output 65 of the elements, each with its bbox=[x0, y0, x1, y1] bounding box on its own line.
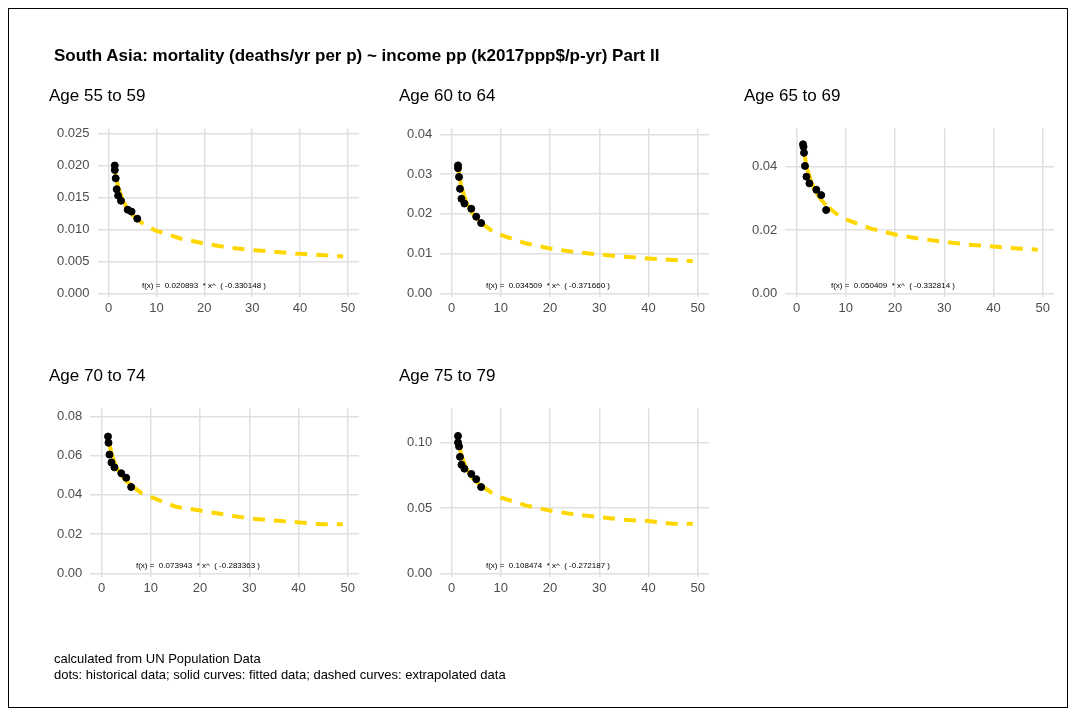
y-tick-label: 0.02 bbox=[56, 525, 83, 541]
x-tick-label: 50 bbox=[1035, 299, 1050, 315]
x-tick-label: 30 bbox=[244, 299, 260, 315]
chart-title: Age 70 to 74 bbox=[49, 365, 146, 385]
y-tick-label: 0.03 bbox=[406, 165, 433, 181]
annotation: f(x) = 0.020893 * x^ ( -0.330148 ) bbox=[141, 280, 267, 290]
text: calculated from UN Population Data bbox=[54, 651, 262, 667]
y-tick-label: 0.05 bbox=[406, 499, 433, 515]
annotation: f(x) = 0.073943 * x^ ( -0.283363 ) bbox=[135, 560, 261, 570]
y-tick-label: 0.00 bbox=[406, 565, 433, 581]
y-tick-label: 0.010 bbox=[56, 221, 90, 237]
text: dots: historical data; solid curves: fitted data; dashed curves: extrapolated data bbox=[54, 667, 506, 683]
annotation: f(x) = 0.050409 * x^ ( -0.332814 ) bbox=[830, 280, 956, 290]
x-tick-label: 30 bbox=[592, 579, 607, 595]
y-tick-label: 0.015 bbox=[56, 189, 90, 205]
y-tick-label: 0.04 bbox=[56, 486, 83, 502]
x-tick-label: 50 bbox=[340, 579, 355, 595]
chart-title: Age 75 to 79 bbox=[399, 365, 496, 385]
x-tick-label: 20 bbox=[542, 299, 558, 315]
y-tick-label: 0.00 bbox=[751, 285, 778, 301]
x-tick-label: 40 bbox=[641, 299, 656, 315]
x-tick-label: 20 bbox=[192, 579, 208, 595]
y-tick-label: 0.00 bbox=[406, 285, 433, 300]
x-tick-label: 10 bbox=[493, 299, 509, 315]
y-tick-label: 0.02 bbox=[406, 205, 433, 221]
chart-title: Age 55 to 59 bbox=[49, 85, 146, 105]
x-tick-label: 20 bbox=[887, 299, 903, 315]
x-tick-label: 10 bbox=[838, 299, 854, 315]
y-tick-label: 0.02 bbox=[751, 221, 778, 237]
x-tick-label: 40 bbox=[292, 299, 308, 315]
x-tick-label: 0 bbox=[98, 579, 106, 595]
y-tick-label: 0.06 bbox=[56, 447, 83, 463]
y-tick-label: 0.020 bbox=[56, 157, 90, 173]
annotation: f(x) = 0.108474 * x^ ( -0.272187 ) bbox=[485, 560, 611, 570]
x-tick-label: 50 bbox=[690, 299, 705, 315]
y-tick-label: 0.08 bbox=[56, 407, 83, 423]
x-tick-label: 0 bbox=[448, 299, 456, 315]
chart-title: Age 65 to 69 bbox=[744, 85, 841, 105]
x-tick-label: 40 bbox=[641, 579, 656, 595]
y-tick-label: 0.01 bbox=[406, 245, 433, 261]
y-tick-label: 0.005 bbox=[56, 253, 90, 269]
x-tick-label: 10 bbox=[143, 579, 159, 595]
x-tick-label: 0 bbox=[104, 299, 113, 315]
x-tick-label: 20 bbox=[197, 299, 212, 315]
text: South Asia: mortality (deaths/yr per p) ~ income pp (k2017ppp$/p-yr) Part II bbox=[54, 46, 660, 66]
x-tick-label: 10 bbox=[149, 299, 164, 315]
x-tick-label: 30 bbox=[937, 299, 952, 315]
annotation: f(x) = 0.034509 * x^ ( -0.371660 ) bbox=[485, 280, 611, 290]
x-tick-label: 0 bbox=[793, 299, 801, 315]
x-tick-label: 40 bbox=[986, 299, 1001, 315]
x-tick-label: 20 bbox=[542, 579, 558, 595]
y-tick-label: 0.04 bbox=[751, 158, 778, 174]
y-tick-label: 0.000 bbox=[56, 285, 90, 301]
y-tick-label: 0.025 bbox=[56, 125, 90, 141]
x-tick-label: 40 bbox=[291, 579, 306, 595]
y-tick-label: 0.00 bbox=[56, 565, 83, 581]
x-tick-label: 10 bbox=[493, 579, 509, 595]
y-tick-label: 0.04 bbox=[406, 125, 433, 141]
x-tick-label: 50 bbox=[690, 579, 705, 595]
x-tick-label: 30 bbox=[242, 579, 257, 595]
x-tick-label: 50 bbox=[340, 299, 356, 315]
y-tick-label: 0.10 bbox=[406, 434, 433, 450]
chart-title: Age 60 to 64 bbox=[399, 85, 496, 105]
x-tick-label: 0 bbox=[448, 579, 456, 595]
x-tick-label: 30 bbox=[592, 299, 607, 315]
